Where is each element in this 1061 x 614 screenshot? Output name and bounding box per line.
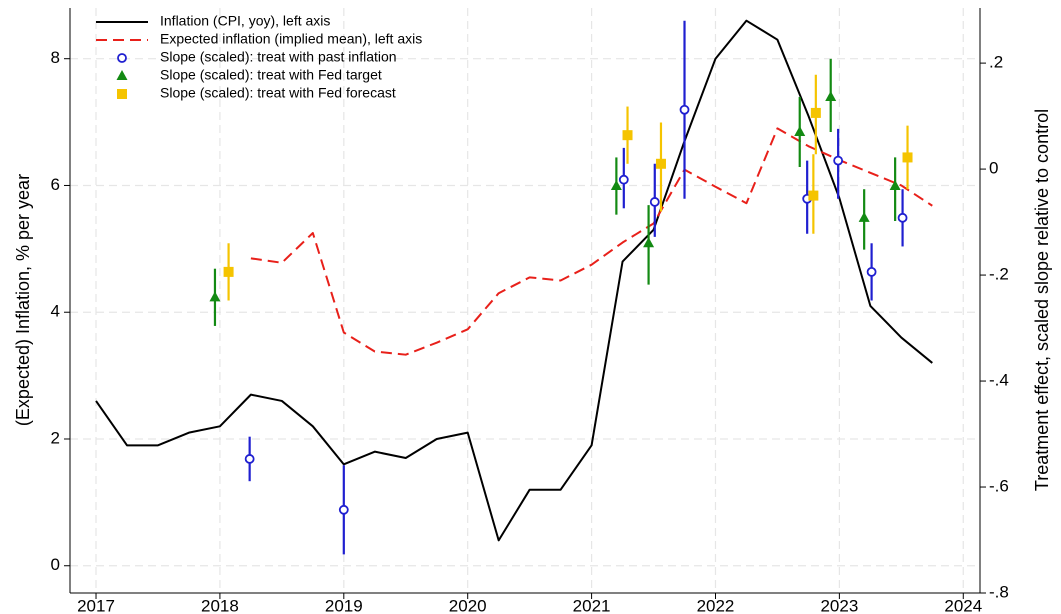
marker-square bbox=[808, 190, 819, 201]
marker-circle bbox=[833, 155, 844, 166]
y-tick-label: 8 bbox=[51, 48, 60, 67]
y2-tick-label: -.8 bbox=[989, 582, 1009, 601]
x-tick-label: 2021 bbox=[573, 596, 611, 614]
marker-triangle bbox=[858, 211, 870, 222]
marker-triangle bbox=[825, 91, 837, 102]
marker-square bbox=[902, 152, 913, 163]
y-tick-label: 4 bbox=[51, 302, 60, 321]
line-series bbox=[250, 127, 933, 356]
marker-circle bbox=[866, 266, 877, 277]
marker-circle bbox=[649, 197, 660, 207]
y2-tick-label: -.2 bbox=[989, 265, 1009, 284]
y2-tick-label: .2 bbox=[989, 53, 1003, 72]
x-tick-label: 2023 bbox=[820, 596, 858, 614]
x-tick-label: 2022 bbox=[697, 596, 735, 614]
marker-triangle bbox=[610, 180, 622, 191]
x-tick-label: 2018 bbox=[201, 596, 239, 614]
marker-triangle bbox=[794, 125, 806, 136]
marker-square bbox=[622, 130, 633, 141]
legend-label: Slope (scaled): treat with past inflatio… bbox=[160, 49, 397, 65]
y2-tick-label: 0 bbox=[989, 159, 998, 178]
legend-label: Inflation (CPI, yoy), left axis bbox=[160, 13, 330, 29]
line-series bbox=[95, 19, 933, 542]
y2-tick-label: -.4 bbox=[989, 371, 1009, 390]
marker-square bbox=[810, 107, 821, 118]
y-tick-label: 6 bbox=[51, 175, 60, 194]
marker-square bbox=[223, 266, 234, 277]
marker-circle bbox=[244, 454, 255, 464]
legend-swatch bbox=[117, 53, 127, 63]
y-axis-title: (Expected) Inflation, % per year bbox=[13, 174, 33, 426]
marker-circle bbox=[338, 504, 349, 515]
y2-tick-label: -.6 bbox=[989, 477, 1009, 496]
marker-circle bbox=[679, 104, 690, 115]
x-tick-label: 2024 bbox=[944, 596, 982, 614]
legend-label: Slope (scaled): treat with Fed target bbox=[160, 67, 382, 83]
y-tick-label: 2 bbox=[51, 428, 60, 447]
y-tick-label: 0 bbox=[51, 555, 60, 574]
legend-label: Expected inflation (implied mean), left … bbox=[160, 31, 422, 47]
x-tick-label: 2019 bbox=[325, 596, 363, 614]
marker-triangle bbox=[643, 237, 655, 248]
x-tick-label: 2020 bbox=[449, 596, 487, 614]
marker-circle bbox=[897, 212, 908, 223]
marker-square bbox=[655, 158, 666, 169]
legend-label: Slope (scaled): treat with Fed forecast bbox=[160, 85, 396, 101]
y2-axis-title: Treatment effect, scaled slope relative … bbox=[1032, 109, 1052, 491]
marker-circle bbox=[618, 174, 629, 185]
x-tick-label: 2017 bbox=[77, 596, 115, 614]
marker-triangle bbox=[209, 291, 221, 302]
legend-swatch bbox=[117, 89, 127, 99]
marker-triangle bbox=[889, 180, 901, 191]
legend-swatch bbox=[116, 70, 128, 80]
